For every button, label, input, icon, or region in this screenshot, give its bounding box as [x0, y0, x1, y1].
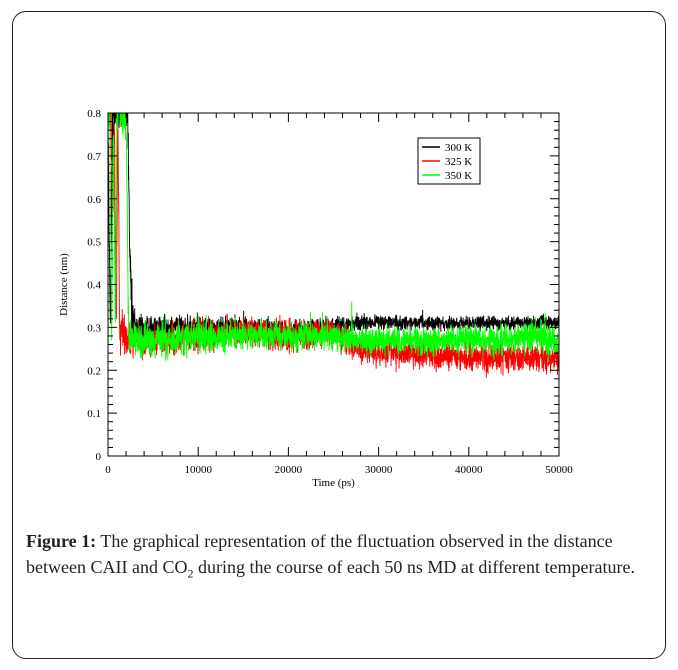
- series-line-300-k: [108, 113, 559, 346]
- series-line-350-k: [108, 113, 559, 363]
- x-tick-label: 10000: [184, 464, 212, 476]
- x-tick-label: 20000: [275, 464, 303, 476]
- x-tick-label: 40000: [455, 464, 483, 476]
- legend-label: 300 K: [445, 142, 472, 154]
- y-tick-label: 0.7: [87, 151, 101, 163]
- y-tick-label: 0.2: [87, 365, 101, 377]
- x-axis-label: Time (ps): [312, 477, 355, 489]
- caption-text-1: The graphical representation of the fluc…: [26, 531, 613, 577]
- plot-frame: [107, 112, 560, 457]
- legend-label: 325 K: [445, 156, 472, 168]
- y-tick-label: 0.1: [87, 408, 101, 420]
- caption-subscript: 2: [187, 566, 194, 581]
- caption-text-2: during the course of each 50 ns MD at di…: [193, 556, 635, 577]
- y-tick-label: 0.4: [87, 280, 101, 292]
- y-tick-label: 0.5: [87, 237, 101, 249]
- y-tick-label: 0.8: [87, 108, 101, 120]
- figure-label: Figure 1:: [26, 531, 97, 551]
- y-tick-label: 0.6: [87, 194, 101, 206]
- x-tick-label: 30000: [365, 464, 393, 476]
- y-tick-label: 0: [96, 451, 102, 463]
- x-tick-label: 0: [105, 464, 111, 476]
- line-chart: 0 10000 20000 30000 40000 50000 0 0.1 0.2 0.3 0.4 0…: [58, 108, 573, 489]
- x-tick-label: 50000: [545, 464, 573, 476]
- figure-caption: Figure 1: The graphical representation o…: [26, 529, 654, 580]
- legend-label: 350 K: [445, 170, 472, 182]
- y-axis-label: Distance (nm): [58, 253, 70, 316]
- y-tick-label: 0.3: [87, 322, 101, 334]
